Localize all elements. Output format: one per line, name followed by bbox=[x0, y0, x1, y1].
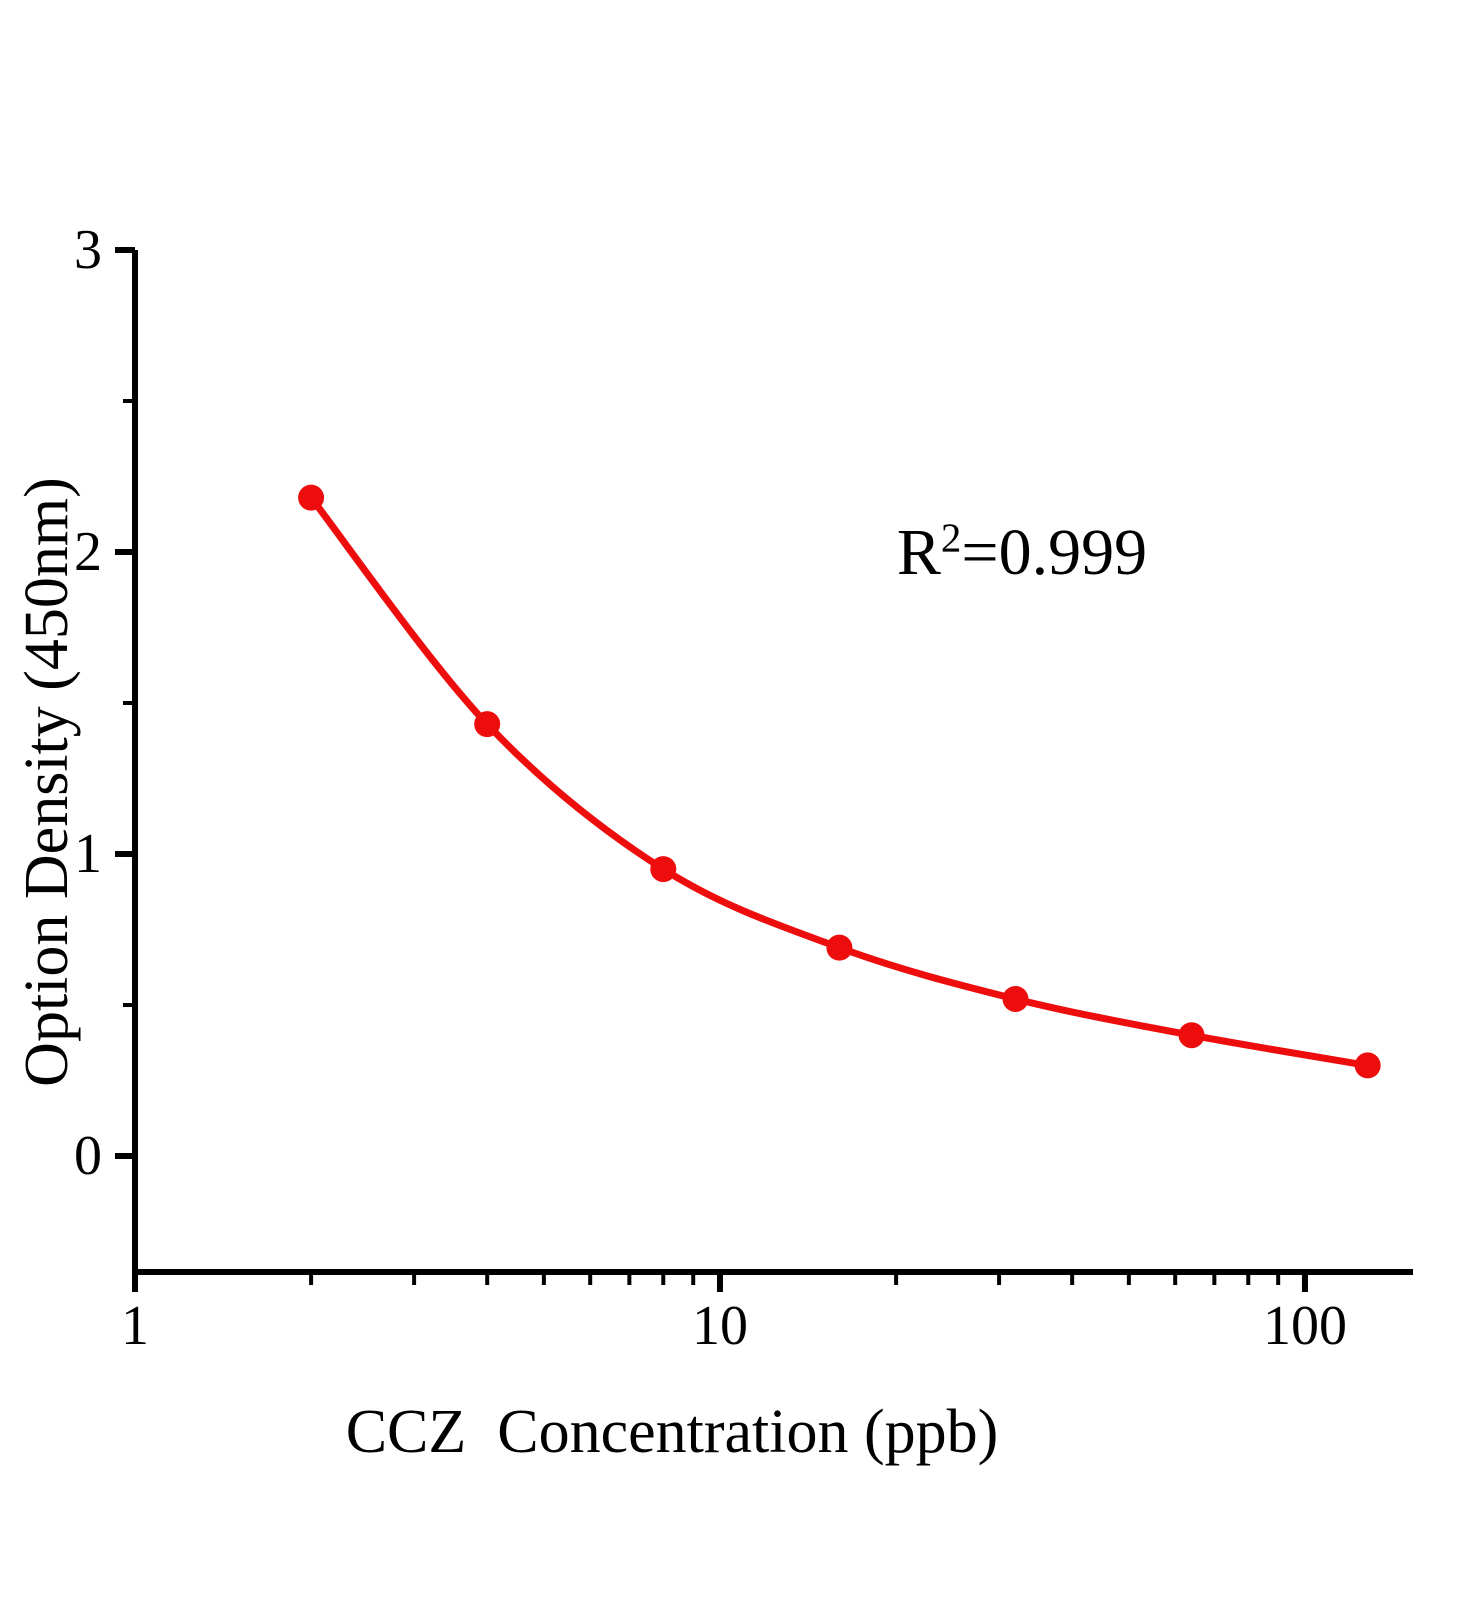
data-point bbox=[1354, 1052, 1381, 1079]
data-point bbox=[298, 484, 325, 511]
y-tick-label: 2 bbox=[74, 521, 102, 583]
r-squared-annotation: R2=0.999 bbox=[897, 518, 1147, 586]
y-tick-label: 3 bbox=[74, 219, 102, 281]
data-point bbox=[650, 856, 677, 883]
data-point bbox=[474, 711, 501, 738]
x-tick-label: 100 bbox=[1262, 1295, 1347, 1357]
x-tick-label: 10 bbox=[691, 1295, 748, 1357]
x-tick-label: 1 bbox=[121, 1295, 149, 1357]
r-squared-exponent: 2 bbox=[940, 515, 962, 561]
y-tick-label: 1 bbox=[74, 823, 102, 886]
r-squared-value: =0.999 bbox=[961, 516, 1148, 589]
fit-curve bbox=[307, 494, 1372, 1069]
y-axis-title: Option Density (450nm) bbox=[13, 477, 81, 1087]
axis-lines bbox=[132, 250, 1413, 1275]
x-axis-title: CCZ Concentration (ppb) bbox=[345, 1398, 999, 1466]
r-squared-base: R bbox=[896, 516, 941, 589]
y-tick-label: 0 bbox=[74, 1125, 102, 1188]
data-point bbox=[1002, 985, 1029, 1012]
data-point bbox=[826, 934, 853, 961]
data-point bbox=[1178, 1022, 1205, 1049]
